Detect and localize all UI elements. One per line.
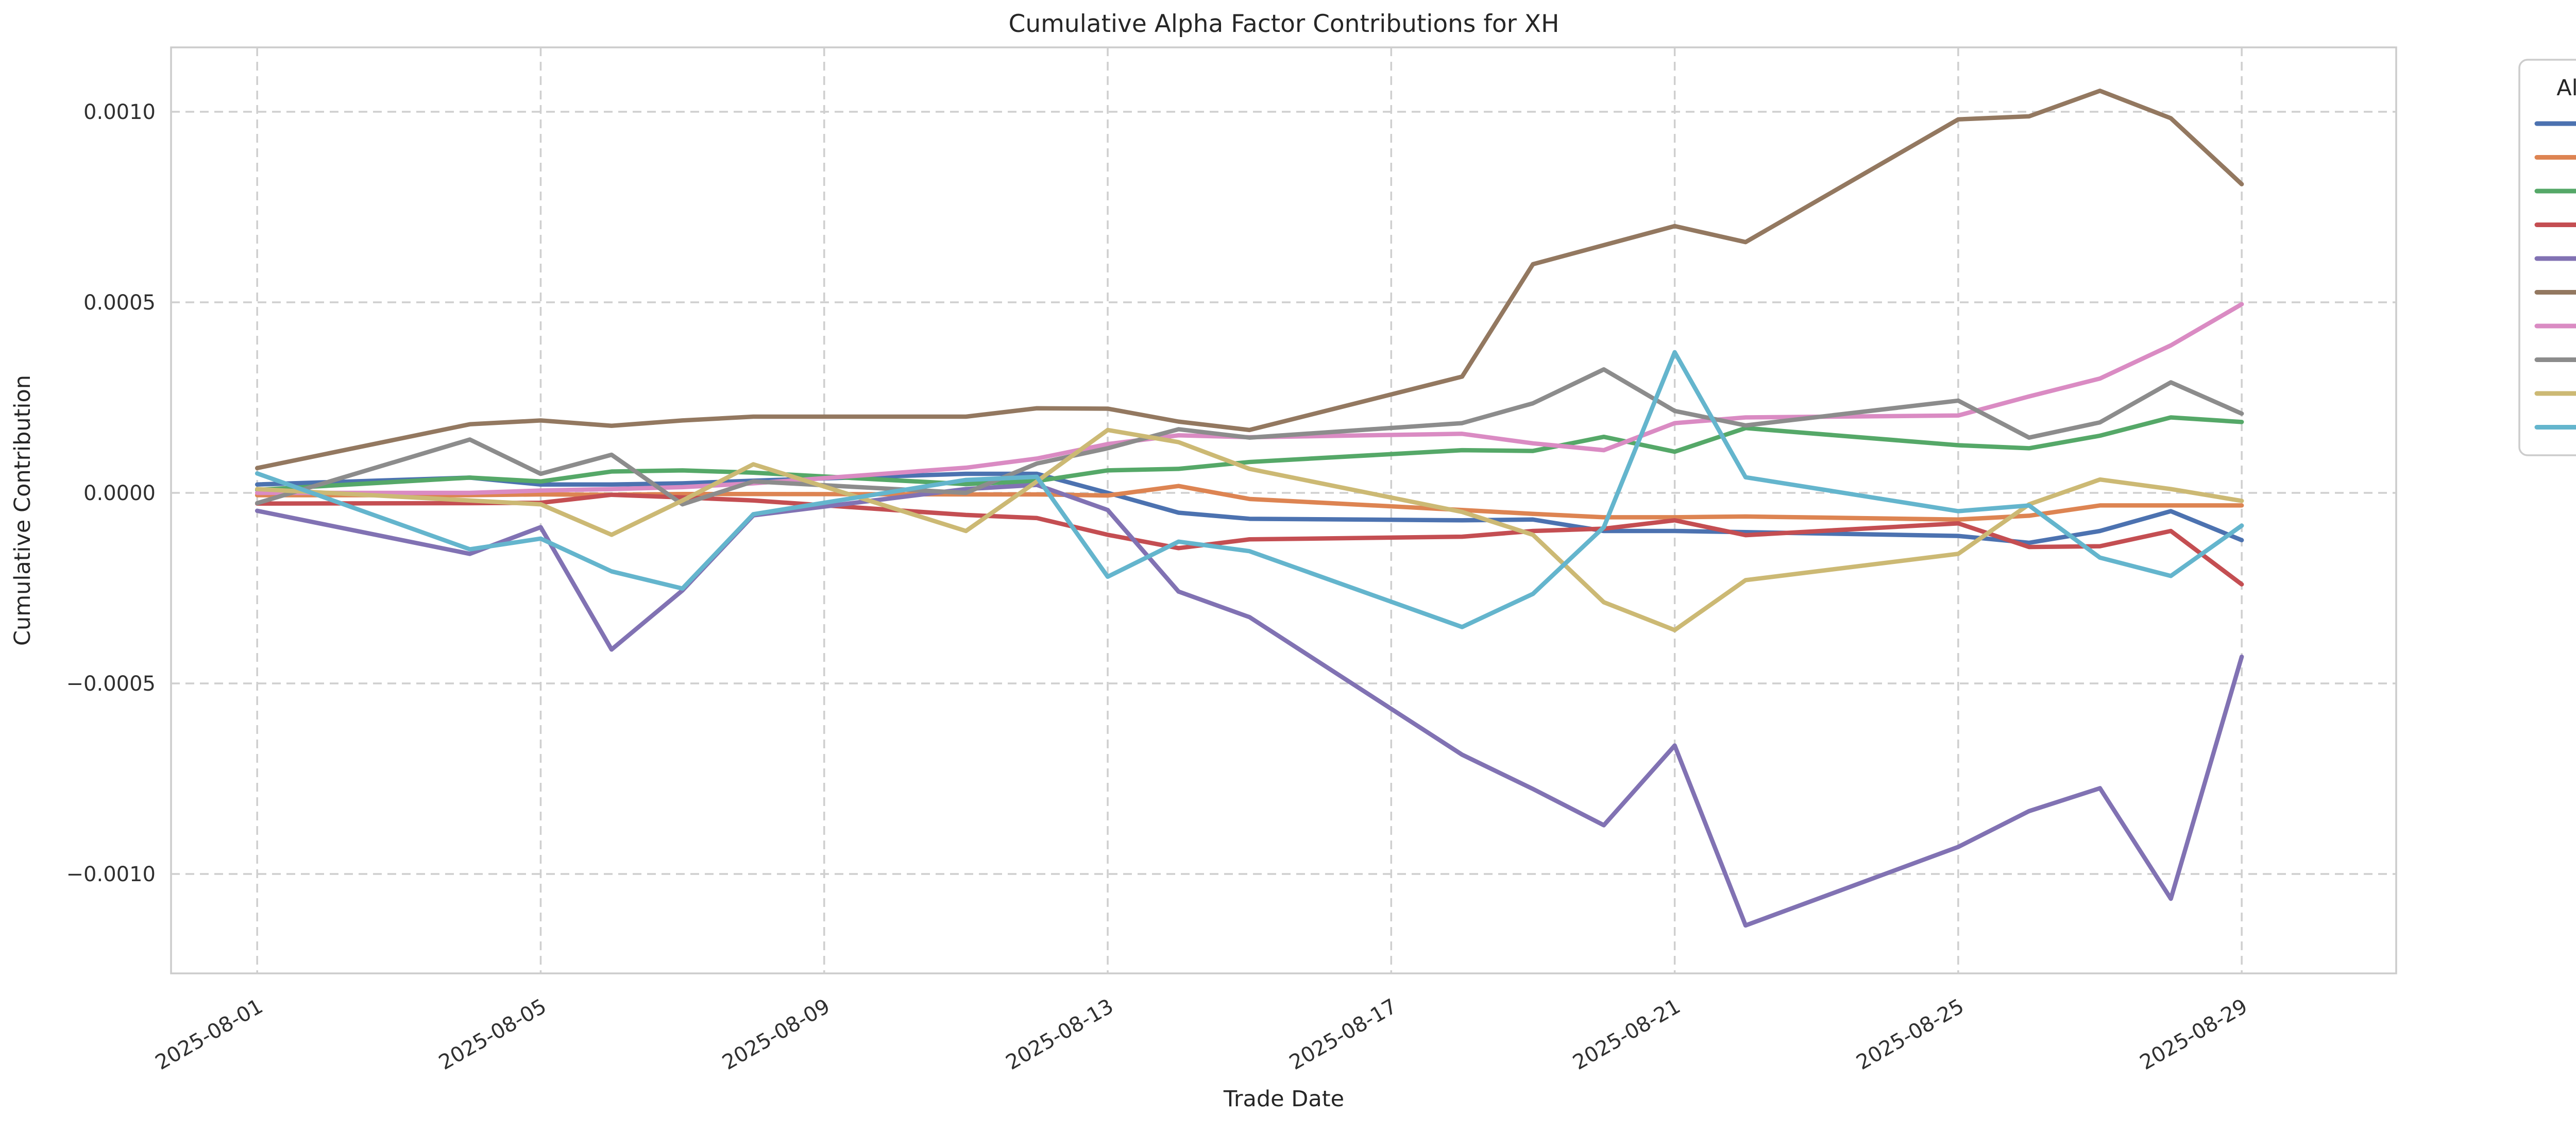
legend: Alpha Factorfmomlinkagemomentumneglectqu…	[2518, 59, 2576, 456]
x-tick-label: 2025-08-01	[151, 994, 267, 1075]
series-line-revision	[255, 302, 2244, 495]
series-line-reversal	[255, 89, 2244, 471]
series-line-quality	[255, 483, 2244, 928]
x-tick-label: 2025-08-09	[718, 994, 834, 1075]
series-line-value_liq	[255, 350, 2244, 629]
x-tick-label: 2025-08-05	[435, 994, 550, 1075]
x-tick-label: 2025-08-25	[1853, 994, 1968, 1075]
chart-title: Cumulative Alpha Factor Contributions fo…	[1009, 10, 1560, 38]
x-axis-label: Trade Date	[1223, 1086, 1344, 1112]
plot-frame	[170, 46, 2397, 974]
y-tick-labels: −0.0010 −0.0005 0.0000 0.0005 0.0010	[66, 100, 156, 886]
x-tick-label: 2025-08-13	[1002, 994, 1117, 1075]
series-lines	[255, 89, 2244, 928]
y-axis-label: Cumulative Contribution	[10, 375, 36, 646]
grid	[171, 47, 2396, 973]
x-tick-label: 2025-08-29	[2136, 994, 2251, 1075]
legend-title: Alpha Factor	[2556, 75, 2576, 101]
plot-area	[170, 46, 2397, 974]
series-line-stability	[255, 367, 2244, 507]
y-tick-label: −0.0010	[66, 863, 156, 886]
x-tick-label: 2025-08-21	[1569, 994, 1684, 1075]
series-line-value_gc	[255, 427, 2244, 632]
series-line-neglect	[255, 492, 2244, 587]
y-tick-label: −0.0005	[66, 672, 156, 696]
x-tick-label: 2025-08-17	[1285, 994, 1401, 1075]
y-tick-label: 0.0000	[83, 482, 156, 505]
y-tick-label: 0.0010	[83, 100, 156, 124]
y-tick-label: 0.0005	[83, 291, 156, 315]
x-tick-labels: 2025-08-01 2025-08-05 2025-08-09 2025-08-13…	[151, 994, 2251, 1075]
